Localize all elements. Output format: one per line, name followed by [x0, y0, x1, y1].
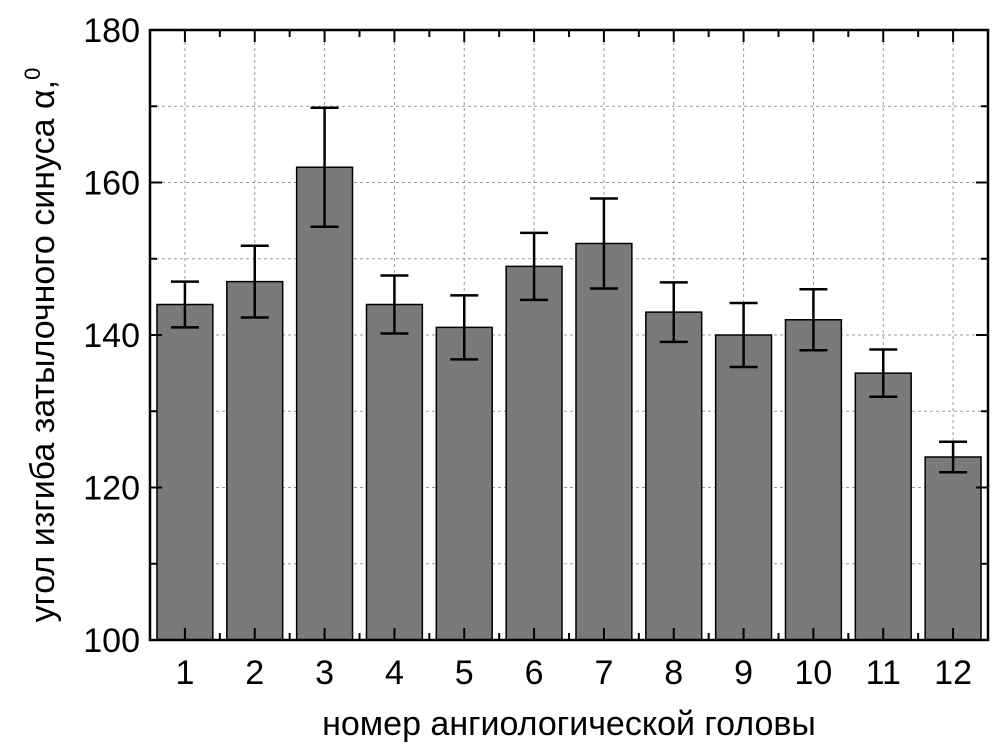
y-tick-label: 140 [83, 317, 140, 355]
x-tick-label: 6 [525, 654, 544, 692]
axis-ticks [150, 29, 988, 641]
bar [784, 319, 843, 641]
x-tick-label: 1 [175, 654, 194, 692]
y-tick-label: 120 [83, 470, 140, 508]
y-axis-title: угол изгиба затылочного синуса α,0 [20, 68, 62, 623]
x-tick-label: 10 [795, 654, 833, 692]
y-tick-labels: 100 120 140 160 180 [83, 12, 140, 660]
y-tick-label: 180 [83, 12, 140, 50]
x-tick-label: 7 [594, 654, 613, 692]
error-bars-group [170, 106, 968, 474]
bar [924, 456, 982, 641]
x-tick-label: 5 [455, 654, 474, 692]
x-tick-labels: 1 2 3 4 5 6 7 8 9 10 11 12 [175, 654, 972, 692]
bars-group [156, 166, 982, 641]
y-axis-title-text: угол изгиба затылочного синуса α, [24, 80, 62, 623]
grid-lines [150, 30, 988, 640]
bar [714, 334, 773, 641]
bar [435, 326, 493, 641]
bar [365, 303, 424, 641]
x-tick-label: 2 [245, 654, 264, 692]
x-tick-label: 8 [664, 654, 683, 692]
x-tick-label: 11 [866, 654, 901, 692]
bar [645, 311, 703, 641]
x-tick-label: 12 [934, 654, 972, 692]
x-tick-label: 4 [385, 654, 404, 692]
bar [295, 166, 354, 641]
bar [505, 265, 563, 641]
y-tick-label: 160 [83, 165, 140, 203]
x-tick-label: 9 [734, 654, 753, 692]
y-tick-label: 100 [83, 622, 140, 660]
bar [575, 242, 633, 641]
y-axis-title-superscript: 0 [20, 68, 45, 80]
bar [156, 303, 214, 641]
x-axis-title: номер ангиологической головы [322, 705, 816, 743]
x-tick-label: 3 [315, 654, 334, 692]
bar [854, 372, 912, 641]
bar [226, 280, 284, 641]
